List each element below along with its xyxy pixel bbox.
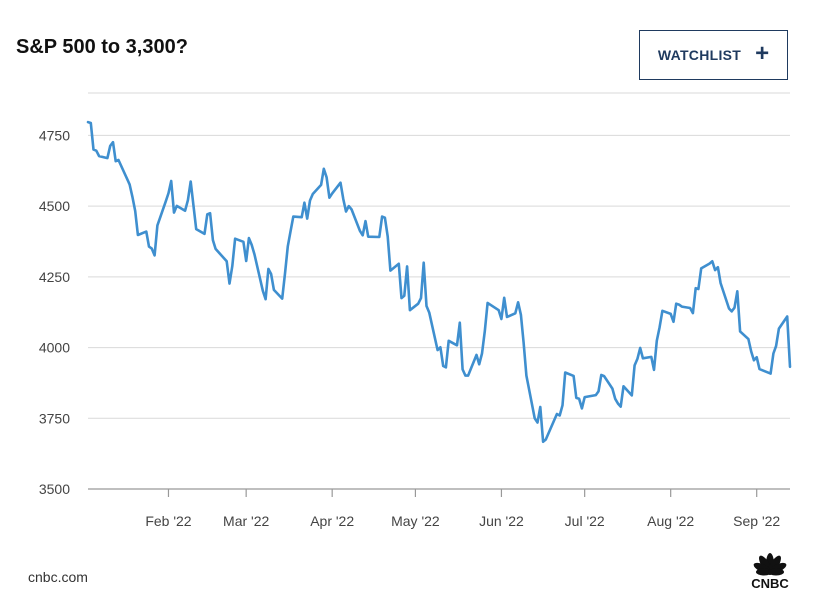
x-tick-label: Feb '22 [145, 513, 191, 529]
y-tick-label: 3750 [39, 410, 70, 426]
y-tick-label: 4500 [39, 198, 70, 214]
grid-layer [88, 92, 790, 419]
peacock-icon [753, 553, 787, 576]
source-text: cnbc.com [28, 569, 88, 585]
series-line [86, 120, 792, 444]
x-tick-label: Sep '22 [733, 513, 780, 529]
x-tick-label: Jul '22 [565, 513, 605, 529]
watchlist-button[interactable]: WATCHLIST + [639, 30, 788, 80]
y-axis: 3500 3750 4000 4250 4500 4750 [39, 127, 70, 497]
plus-icon: + [755, 40, 770, 67]
x-tick-label: Jun '22 [479, 513, 524, 529]
y-tick-label: 3500 [39, 481, 70, 497]
y-tick-label: 4750 [39, 127, 70, 143]
x-tick-label: Mar '22 [223, 513, 269, 529]
x-tick-label: Aug '22 [647, 513, 694, 529]
logo-wordmark: CNBC [751, 576, 789, 590]
x-tick-label: Apr '22 [310, 513, 354, 529]
y-tick-label: 4250 [39, 269, 70, 285]
watchlist-label: WATCHLIST [657, 47, 742, 63]
cnbc-peacock-logo: CNBC [751, 553, 789, 590]
y-tick-label: 4000 [39, 340, 70, 356]
series-layer [86, 120, 792, 444]
x-axis: Feb '22 Mar '22 Apr '22 May '22 Jun '22 Jul '… [88, 488, 790, 529]
x-tick-label: May '22 [391, 513, 440, 529]
page-title: S&P 500 to 3,300? [16, 36, 188, 58]
